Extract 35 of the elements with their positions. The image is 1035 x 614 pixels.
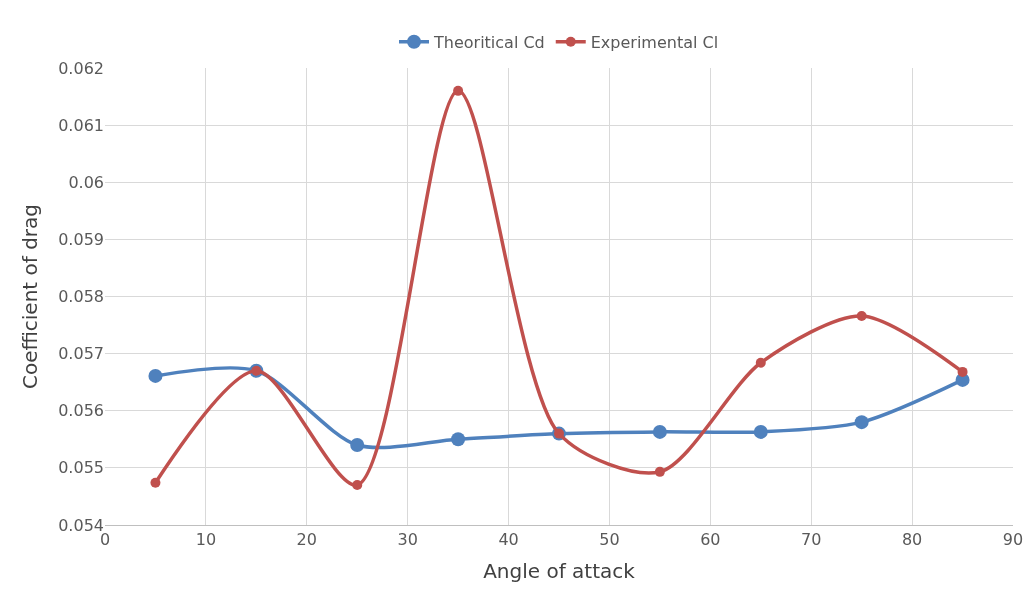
point (755, 357, 766, 368)
y-tick-label: 0.058 (58, 287, 104, 307)
y-tick-label: 0.056 (58, 401, 104, 421)
point (957, 366, 968, 377)
x-tick-label: 30 (397, 530, 418, 550)
point (652, 424, 667, 439)
y-tick-label: 0.06 (68, 172, 104, 192)
point (350, 438, 365, 453)
point (451, 432, 466, 447)
x-tick-label: 0 (99, 530, 111, 550)
y-tick-label: 0.061 (58, 115, 104, 135)
x-tick-label: 10 (195, 530, 217, 550)
y-tick-label: 0.059 (58, 229, 104, 249)
y-tick-label: 0.055 (58, 458, 104, 478)
x-tick-label: 60 (700, 530, 721, 550)
point (453, 85, 464, 96)
point (856, 310, 867, 321)
point (854, 415, 869, 430)
x-tick-label: 20 (296, 530, 317, 550)
legend-label: Experimental Cl (590, 33, 719, 52)
point (352, 480, 363, 491)
x-tick-label: 70 (801, 530, 822, 550)
point (753, 424, 768, 439)
x-tick-label: 50 (599, 530, 620, 550)
x-tick-label: 40 (498, 530, 519, 550)
y-tick-label: 0.062 (58, 58, 104, 78)
point (150, 477, 161, 488)
legend-label: Theoritical Cd (433, 33, 545, 52)
x-axis-title: Angle of attack (483, 558, 636, 583)
y-tick-label: 0.057 (58, 344, 104, 364)
x-tick-label: 90 (1002, 530, 1024, 550)
y-axis-title: Coefficient of drag (17, 203, 42, 390)
point (654, 466, 665, 477)
x-tick-label: 80 (901, 530, 923, 550)
point (148, 368, 163, 383)
